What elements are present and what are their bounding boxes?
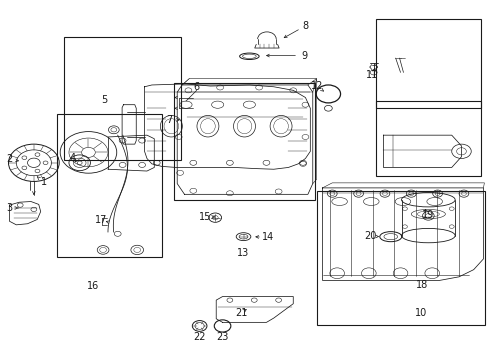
Text: 18: 18 (415, 280, 427, 290)
Text: 17: 17 (95, 215, 107, 225)
Text: 19: 19 (421, 210, 433, 220)
Text: 12: 12 (310, 81, 322, 91)
Text: 14: 14 (261, 232, 273, 242)
Text: 1: 1 (41, 177, 46, 187)
Text: 4: 4 (70, 153, 76, 163)
Text: 9: 9 (300, 50, 306, 60)
Bar (375, 101, 480, 176)
Text: 8: 8 (302, 21, 308, 31)
Text: 2: 2 (6, 154, 13, 164)
Bar (173, 83, 315, 200)
Text: 6: 6 (193, 82, 200, 92)
Bar (375, 19, 480, 108)
Bar (316, 191, 484, 325)
Text: 15: 15 (199, 212, 211, 222)
Text: 23: 23 (216, 332, 228, 342)
Bar (64, 37, 181, 160)
Text: 5: 5 (101, 95, 107, 105)
Text: 7: 7 (165, 116, 172, 126)
Text: 16: 16 (87, 281, 99, 291)
Text: 11: 11 (366, 70, 378, 80)
Text: 13: 13 (237, 248, 249, 258)
Text: 21: 21 (234, 308, 247, 318)
Text: 10: 10 (414, 308, 426, 318)
Bar (57, 114, 161, 257)
Text: 3: 3 (6, 203, 13, 213)
Text: 22: 22 (193, 332, 205, 342)
Text: 20: 20 (364, 231, 376, 241)
